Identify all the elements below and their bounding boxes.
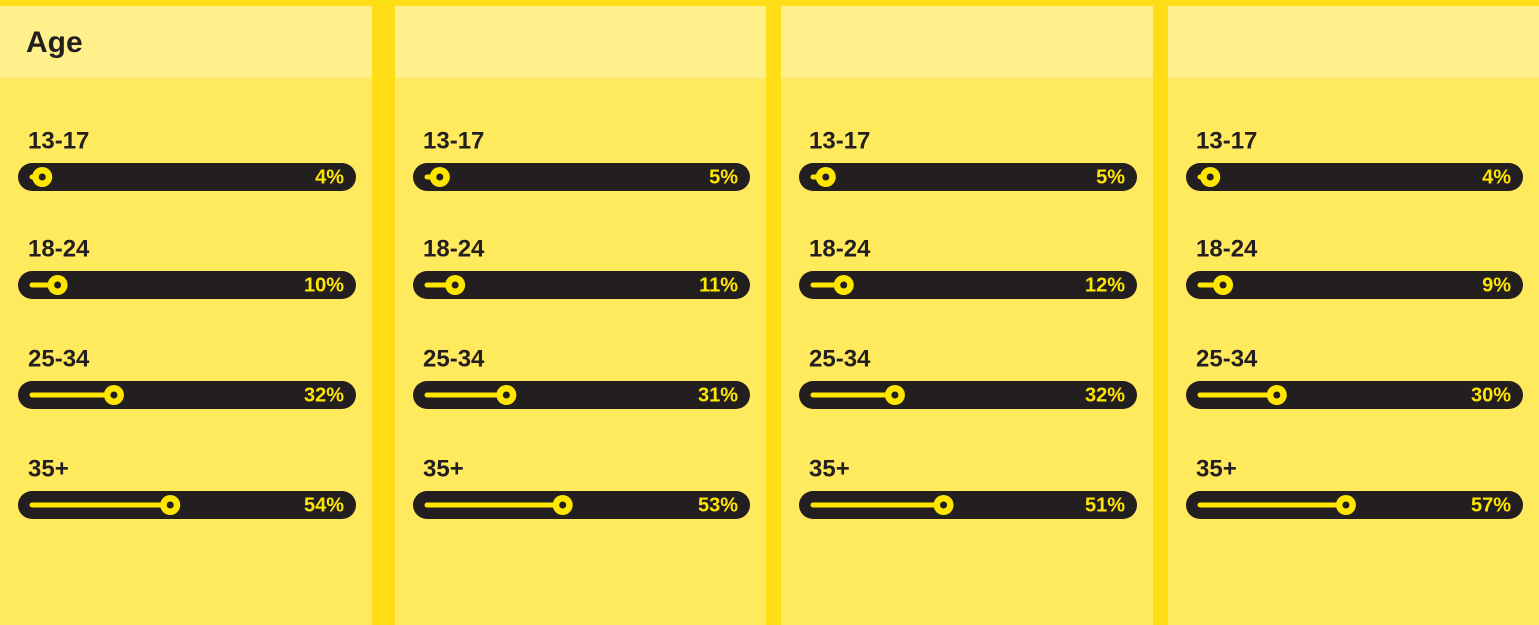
- track: [799, 271, 1137, 299]
- value-label: 54%: [304, 494, 344, 516]
- category-label: 13-17: [423, 127, 484, 154]
- knob-dot: [1342, 501, 1350, 509]
- column-header: [0, 6, 372, 78]
- column-header: [395, 6, 766, 78]
- column-title: Age: [26, 26, 83, 59]
- value-label: 11%: [699, 274, 738, 296]
- category-label: 13-17: [28, 127, 89, 154]
- category-label: 35+: [423, 455, 464, 482]
- category-label: 13-17: [809, 127, 870, 154]
- knob-dot: [451, 281, 459, 289]
- track: [1186, 271, 1523, 299]
- knob-dot: [840, 281, 848, 289]
- value-label: 9%: [1482, 274, 1511, 296]
- category-label: 35+: [809, 455, 850, 482]
- category-label: 25-34: [1196, 345, 1258, 372]
- value-label: 32%: [304, 384, 344, 406]
- track: [18, 381, 356, 409]
- knob-dot: [940, 501, 948, 509]
- value-label: 4%: [315, 166, 344, 188]
- column: [0, 6, 372, 625]
- category-label: 35+: [1196, 455, 1237, 482]
- track: [413, 381, 750, 409]
- value-label: 5%: [709, 166, 738, 188]
- value-label: 32%: [1085, 384, 1125, 406]
- knob-dot: [166, 501, 174, 509]
- value-label: 5%: [1096, 166, 1125, 188]
- track: [1186, 163, 1523, 191]
- track: [413, 491, 750, 519]
- knob-dot: [38, 173, 46, 181]
- track: [799, 491, 1137, 519]
- category-label: 25-34: [809, 345, 871, 372]
- knob-dot: [822, 173, 830, 181]
- category-label: 25-34: [28, 345, 90, 372]
- category-label: 13-17: [1196, 127, 1257, 154]
- value-label: 30%: [1471, 384, 1511, 406]
- knob-dot: [1206, 173, 1214, 181]
- knob-dot: [54, 281, 62, 289]
- column-header: [781, 6, 1153, 78]
- column: [781, 6, 1153, 625]
- category-label: 35+: [28, 455, 69, 482]
- knob-dot: [891, 391, 899, 399]
- category-label: 18-24: [809, 235, 871, 262]
- knob-dot: [110, 391, 118, 399]
- knob-dot: [1219, 281, 1227, 289]
- category-label: 25-34: [423, 345, 485, 372]
- category-label: 18-24: [423, 235, 485, 262]
- value-label: 12%: [1085, 274, 1125, 296]
- column: [1168, 6, 1539, 625]
- track: [18, 271, 356, 299]
- track: [413, 271, 750, 299]
- category-label: 18-24: [1196, 235, 1258, 262]
- value-label: 57%: [1471, 494, 1511, 516]
- track: [799, 381, 1137, 409]
- value-label: 4%: [1482, 166, 1511, 188]
- column: [395, 6, 766, 625]
- track: [799, 163, 1137, 191]
- track: [18, 163, 356, 191]
- knob-dot: [1273, 391, 1281, 399]
- value-label: 10%: [304, 274, 344, 296]
- track: [413, 163, 750, 191]
- knob-dot: [436, 173, 444, 181]
- value-label: 53%: [698, 494, 738, 516]
- knob-dot: [559, 501, 567, 509]
- value-label: 51%: [1085, 494, 1125, 516]
- value-label: 31%: [698, 384, 738, 406]
- track: [18, 491, 356, 519]
- category-label: 18-24: [28, 235, 90, 262]
- knob-dot: [502, 391, 510, 399]
- column-header: [1168, 6, 1539, 78]
